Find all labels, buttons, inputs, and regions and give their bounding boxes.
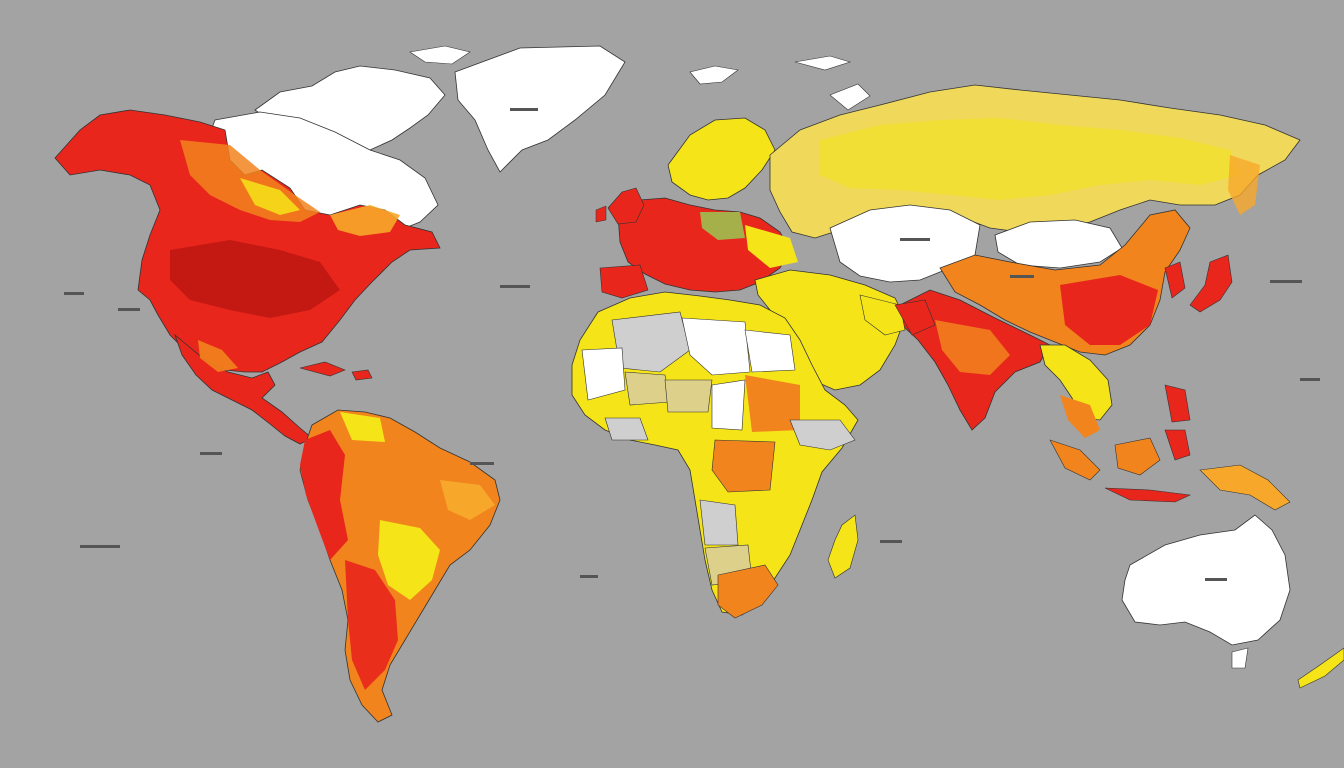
- region-africa: [571, 291, 859, 619]
- region-india: [899, 289, 1051, 431]
- label-marks: [64, 108, 1320, 581]
- region-mongolia: [994, 219, 1123, 269]
- region-middle-east: [754, 269, 936, 391]
- region-south-america: [299, 409, 501, 723]
- region-korea-japan: [1164, 254, 1233, 313]
- region-uk: [595, 187, 645, 225]
- region-caribbean: [299, 361, 373, 381]
- region-southeast-asia: [1039, 344, 1291, 511]
- region-central-america: [174, 333, 313, 445]
- region-australia: [1121, 514, 1291, 669]
- region-russia: [769, 84, 1301, 239]
- region-new-zealand: [1297, 647, 1344, 689]
- region-europe: [599, 197, 798, 299]
- region-scandinavia: [667, 117, 776, 201]
- region-greenland: [454, 45, 626, 173]
- region-china: [939, 209, 1191, 356]
- region-north-america: [54, 109, 441, 373]
- region-madagascar: [827, 514, 859, 579]
